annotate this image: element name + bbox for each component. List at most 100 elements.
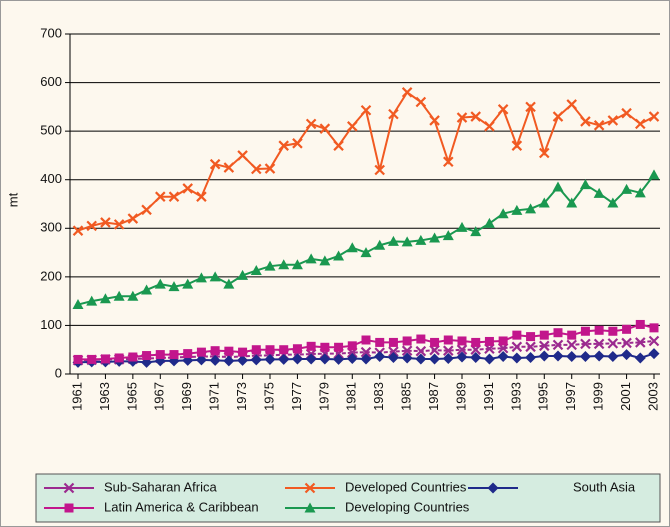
x-tick-label: 1985 xyxy=(399,382,414,411)
point xyxy=(278,353,290,365)
point xyxy=(196,191,207,202)
point xyxy=(334,342,344,352)
point xyxy=(483,217,495,228)
point xyxy=(333,353,345,365)
point xyxy=(168,281,180,292)
point xyxy=(127,213,139,224)
point xyxy=(265,345,275,355)
point xyxy=(250,354,262,366)
legend-label: South Asia xyxy=(573,479,636,494)
x-tick-label: 1983 xyxy=(371,382,386,411)
point xyxy=(621,349,633,361)
point xyxy=(525,351,537,363)
x-tick-label: 1963 xyxy=(97,382,112,411)
y-tick-label: 300 xyxy=(40,220,62,235)
point xyxy=(525,203,537,214)
point xyxy=(127,290,139,301)
point xyxy=(415,96,427,108)
legend-label: Latin America & Caribbean xyxy=(104,499,259,514)
point xyxy=(209,158,221,170)
point xyxy=(566,351,578,363)
point xyxy=(429,115,440,126)
legend-box xyxy=(35,473,661,523)
point xyxy=(498,336,508,346)
point xyxy=(209,271,221,282)
point xyxy=(593,350,605,362)
point xyxy=(73,354,83,364)
point xyxy=(648,169,660,180)
point xyxy=(292,344,302,354)
x-tick-label: 1993 xyxy=(508,382,523,411)
point xyxy=(154,278,166,289)
point xyxy=(72,225,84,236)
point xyxy=(374,239,386,250)
point xyxy=(319,353,331,365)
x-tick-label: 1973 xyxy=(234,382,249,411)
point xyxy=(443,335,453,345)
point xyxy=(360,346,372,358)
point xyxy=(470,111,481,122)
point xyxy=(319,255,331,266)
point xyxy=(155,191,166,202)
point xyxy=(182,183,193,194)
x-tick-label: 1981 xyxy=(344,382,359,411)
point xyxy=(169,350,179,360)
x-tick-label: 1979 xyxy=(316,382,331,411)
x-tick-label: 1987 xyxy=(426,382,441,411)
point xyxy=(456,351,468,363)
y-tick-label: 500 xyxy=(40,123,62,138)
point xyxy=(168,191,180,202)
x-tick-label: 1991 xyxy=(481,382,496,411)
point xyxy=(622,324,632,334)
point xyxy=(223,278,235,289)
x-tick-label: 2003 xyxy=(645,382,660,411)
point xyxy=(141,204,152,216)
x-tick-label: 1969 xyxy=(179,382,194,411)
point xyxy=(567,330,577,340)
point xyxy=(552,350,564,362)
y-axis-label: mt xyxy=(5,192,20,207)
point xyxy=(648,335,660,347)
point xyxy=(580,116,591,127)
point xyxy=(223,355,235,367)
y-tick-label: 100 xyxy=(40,317,62,332)
point xyxy=(552,339,564,351)
x-tick-label: 1965 xyxy=(124,382,139,411)
point xyxy=(442,352,454,364)
point xyxy=(539,340,550,352)
y-tick-label: 400 xyxy=(40,171,62,186)
point xyxy=(375,337,385,347)
point xyxy=(305,253,317,264)
point xyxy=(114,353,124,363)
x-tick-label: 1977 xyxy=(289,382,304,411)
point xyxy=(223,162,235,173)
point xyxy=(621,107,632,119)
point xyxy=(607,197,619,208)
point xyxy=(401,236,413,247)
point xyxy=(347,341,357,351)
point xyxy=(264,163,276,174)
legend-marker xyxy=(304,502,316,513)
point xyxy=(291,259,303,270)
x-tick-label: 2001 xyxy=(618,382,633,411)
point xyxy=(484,121,495,132)
point xyxy=(387,351,399,363)
point xyxy=(566,339,577,351)
point xyxy=(415,345,427,357)
point xyxy=(511,204,523,215)
point xyxy=(511,341,523,353)
legend-marker xyxy=(304,482,316,494)
point xyxy=(278,140,289,151)
point xyxy=(539,147,550,159)
point xyxy=(238,347,248,357)
point xyxy=(593,338,605,350)
point xyxy=(291,353,303,365)
point xyxy=(552,111,564,122)
point xyxy=(621,183,633,194)
point xyxy=(607,351,619,363)
point xyxy=(538,350,550,362)
legend-marker xyxy=(63,482,75,494)
point xyxy=(360,104,372,116)
point xyxy=(86,295,98,306)
